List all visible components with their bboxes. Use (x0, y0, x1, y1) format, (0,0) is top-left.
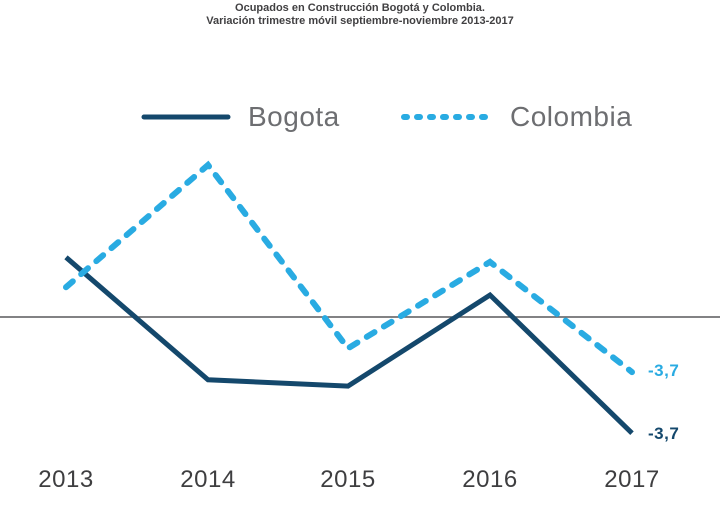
x-axis-label-2015: 2015 (320, 466, 376, 493)
x-axis-label-2013: 2013 (38, 466, 94, 493)
legend-label-bogota: Bogota (248, 101, 340, 132)
chart-legend: Bogota Colombia (0, 96, 720, 138)
colombia-end-value-label: -3,7 (648, 361, 680, 380)
chart-title-block: Ocupados en Construcción Bogotá y Colomb… (0, 2, 720, 28)
chart-title: Ocupados en Construcción Bogotá y Colomb… (235, 2, 485, 14)
bogota-end-value-label: -3,7 (648, 424, 680, 443)
bogota-series-line (64, 255, 634, 435)
legend-label-colombia: Colombia (510, 101, 633, 132)
colombia-series-line (63, 160, 635, 376)
colombia-dashed-swatch-icon (401, 114, 493, 120)
x-axis-label-2017: 2017 (604, 466, 660, 493)
chart-subtitle: Variación trimestre móvil septiembre-nov… (206, 15, 514, 27)
x-axis-label-2014: 2014 (180, 466, 236, 493)
legend-item-colombia: Colombia (400, 96, 632, 138)
legend-item-bogota: Bogota (140, 96, 340, 138)
bogota-line-swatch-icon (141, 114, 231, 120)
x-axis-label-2016: 2016 (462, 466, 518, 493)
